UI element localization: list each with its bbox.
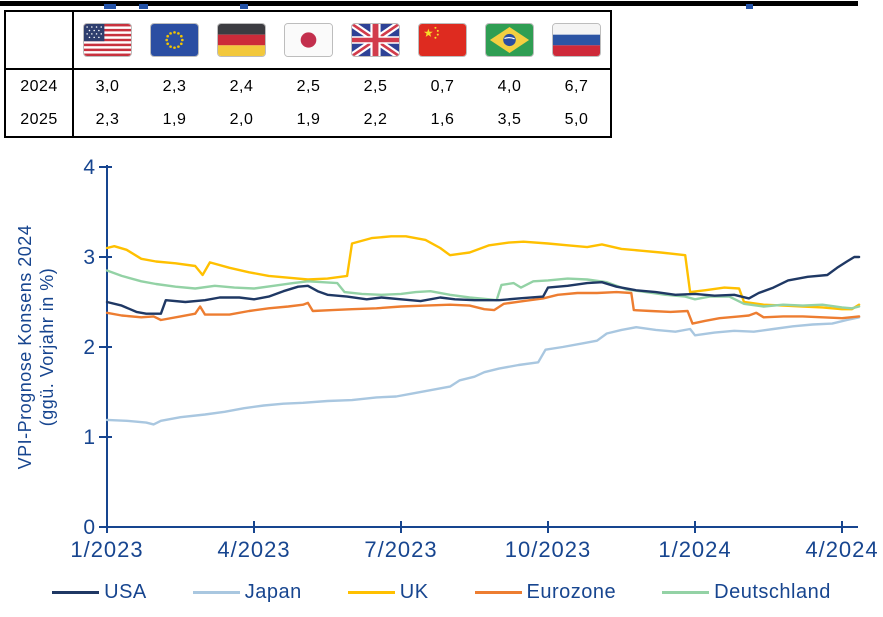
value-2025-japan: 1,9 <box>296 110 321 128</box>
value-2025-eu: 1,9 <box>162 110 187 128</box>
flag-germany-icon <box>217 23 266 57</box>
value-2024-japan: 2,5 <box>296 77 321 95</box>
value-2024-eu: 2,3 <box>162 77 187 95</box>
legend-label-deutschland: Deutschland <box>714 580 831 603</box>
column-header-eu <box>141 12 208 70</box>
value-2024-germany: 2,4 <box>229 77 254 95</box>
column-header-brazil <box>476 12 543 70</box>
legend-item-usa: USA <box>52 581 147 604</box>
svg-text:3: 3 <box>83 246 95 269</box>
title-fragment <box>240 4 248 9</box>
title-underline <box>0 1 858 6</box>
chart-legend: USA Japan UK Eurozone Deutschland <box>0 578 883 606</box>
flag-china-icon <box>418 23 467 57</box>
svg-text:4/2023: 4/2023 <box>217 537 290 562</box>
legend-item-japan: Japan <box>192 580 302 604</box>
inflation-forecast-table: 2024 3,0 2,3 2,4 2,5 2,5 0,7 4,0 6,7 202… <box>4 10 612 138</box>
title-fragment <box>139 4 148 9</box>
column-header-russia <box>543 12 610 70</box>
legend-swatch-deutschland <box>662 590 710 594</box>
flag-usa-icon <box>83 23 132 57</box>
value-2025-usa: 2,3 <box>95 110 120 128</box>
column-header-usa <box>74 12 141 70</box>
value-2025-brazil: 3,5 <box>497 110 522 128</box>
svg-text:4/2024: 4/2024 <box>805 537 878 562</box>
value-2024-china: 0,7 <box>430 77 455 95</box>
column-header-china <box>409 12 476 70</box>
value-2024-brazil: 4,0 <box>497 77 522 95</box>
row-label-2024: 2024 <box>6 70 74 103</box>
flag-uk-icon <box>351 23 400 57</box>
value-2025-germany: 2,0 <box>229 110 254 128</box>
legend-swatch-japan <box>192 590 240 594</box>
legend-item-deutschland: Deutschland <box>662 581 831 604</box>
value-2025-china: 1,6 <box>430 110 455 128</box>
column-header-germany <box>208 12 275 70</box>
value-2025-russia: 5,0 <box>564 110 589 128</box>
row-label-2025: 2025 <box>6 103 74 136</box>
flag-russia-icon <box>552 23 601 57</box>
legend-label-japan: Japan <box>244 580 302 603</box>
table-corner-cell <box>6 12 74 70</box>
legend-swatch-usa <box>52 590 100 594</box>
legend-swatch-uk <box>347 590 395 594</box>
column-header-uk <box>342 12 409 70</box>
y-axis-title-line1: VPI-Prognose Konsens 2024 <box>15 224 35 470</box>
legend-swatch-eurozone <box>474 590 522 594</box>
value-2024-usa: 3,0 <box>95 77 120 95</box>
value-2024-russia: 6,7 <box>564 77 589 95</box>
value-2025-uk: 2,2 <box>363 110 388 128</box>
svg-text:4: 4 <box>83 156 95 179</box>
legend-label-eurozone: Eurozone <box>526 580 617 603</box>
legend-item-eurozone: Eurozone <box>474 580 617 604</box>
flag-eu-icon <box>150 23 199 57</box>
svg-text:0: 0 <box>83 516 95 539</box>
legend-label-usa: USA <box>104 580 147 603</box>
svg-text:2: 2 <box>83 336 95 359</box>
svg-text:1: 1 <box>83 426 95 449</box>
value-2024-uk: 2,5 <box>363 77 388 95</box>
title-fragment <box>104 4 116 9</box>
legend-label-uk: UK <box>399 580 429 603</box>
y-axis-title-line2: (ggü. Vorjahr in %) <box>37 267 57 427</box>
svg-text:1/2024: 1/2024 <box>658 537 731 562</box>
title-fragment <box>746 4 753 9</box>
svg-text:7/2023: 7/2023 <box>364 537 437 562</box>
svg-text:1/2023: 1/2023 <box>70 537 143 562</box>
legend-item-uk: UK <box>347 580 429 604</box>
column-header-japan <box>275 12 342 70</box>
y-axis-title: VPI-Prognose Konsens 2024 (ggü. Vorjahr … <box>14 157 58 537</box>
flag-brazil-icon <box>485 23 534 57</box>
svg-text:10/2023: 10/2023 <box>505 537 592 562</box>
flag-japan-icon <box>284 23 333 57</box>
